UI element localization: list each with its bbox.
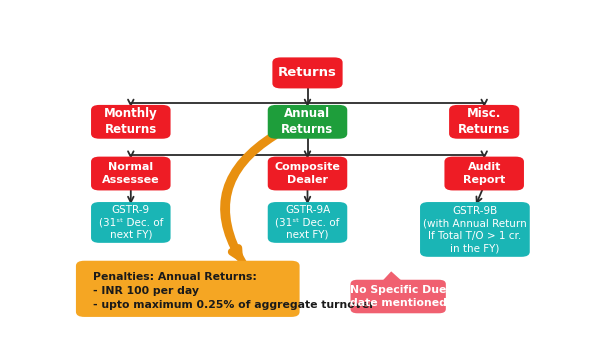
FancyBboxPatch shape bbox=[91, 156, 170, 191]
Text: Penalties: Annual Returns:
- INR 100 per day
- upto maximum 0.25% of aggregate t: Penalties: Annual Returns: - INR 100 per… bbox=[92, 272, 374, 310]
Text: GSTR-9A
(31ˢᵗ Dec. of
next FY): GSTR-9A (31ˢᵗ Dec. of next FY) bbox=[275, 205, 340, 240]
FancyArrowPatch shape bbox=[224, 134, 275, 257]
FancyBboxPatch shape bbox=[91, 202, 170, 243]
Text: Annual
Returns: Annual Returns bbox=[281, 107, 334, 136]
FancyBboxPatch shape bbox=[268, 156, 347, 191]
Text: Normal
Assessee: Normal Assessee bbox=[102, 162, 160, 185]
Text: No Specific Due
date mentioned: No Specific Due date mentioned bbox=[350, 285, 446, 308]
Text: Misc.
Returns: Misc. Returns bbox=[458, 107, 511, 136]
Text: Monthly
Returns: Monthly Returns bbox=[104, 107, 158, 136]
FancyBboxPatch shape bbox=[272, 57, 343, 89]
FancyBboxPatch shape bbox=[420, 202, 530, 257]
FancyBboxPatch shape bbox=[268, 105, 347, 139]
FancyBboxPatch shape bbox=[445, 156, 524, 191]
Text: Composite
Dealer: Composite Dealer bbox=[275, 162, 340, 185]
FancyBboxPatch shape bbox=[76, 261, 299, 317]
FancyBboxPatch shape bbox=[268, 202, 347, 243]
Polygon shape bbox=[380, 272, 405, 284]
Text: GSTR-9B
(with Annual Return
If Total T/O > 1 cr.
in the FY): GSTR-9B (with Annual Return If Total T/O… bbox=[423, 206, 527, 253]
Text: Returns: Returns bbox=[278, 66, 337, 79]
FancyArrowPatch shape bbox=[226, 136, 275, 264]
FancyBboxPatch shape bbox=[91, 105, 170, 139]
FancyBboxPatch shape bbox=[350, 280, 446, 313]
Text: GSTR-9
(31ˢᵗ Dec. of
next FY): GSTR-9 (31ˢᵗ Dec. of next FY) bbox=[98, 205, 163, 240]
Text: Audit
Report: Audit Report bbox=[463, 162, 505, 185]
FancyBboxPatch shape bbox=[449, 105, 520, 139]
